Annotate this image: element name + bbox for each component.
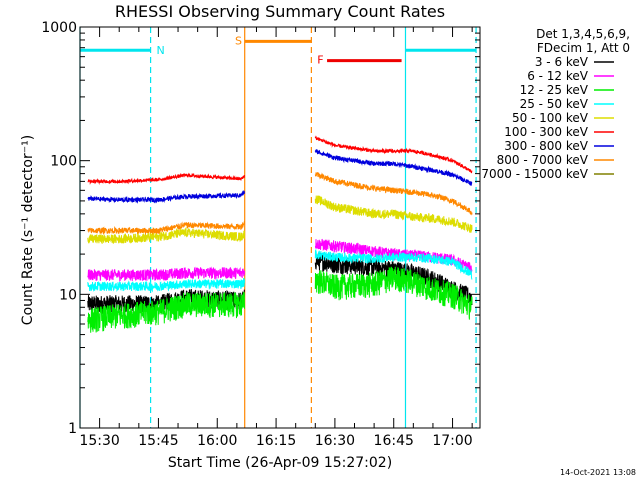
series-line-3-seg-1 <box>314 248 473 280</box>
legend-label-4: 50 - 100 keV <box>512 111 589 125</box>
legend-header-0: Det 1,3,4,5,6,9, <box>536 27 630 41</box>
series-line-5-seg-1 <box>314 135 473 174</box>
annotation-label-F: F <box>317 54 323 67</box>
legend-label-1: 6 - 12 keV <box>527 69 589 83</box>
legend-label-6: 300 - 800 keV <box>504 139 588 153</box>
annotation-label-N: N <box>157 44 165 57</box>
x-tick-label-0: 15:30 <box>79 433 119 449</box>
series-line-6-seg-1 <box>314 148 473 186</box>
x-axis-label: Start Time (26-Apr-09 15:27:02) <box>168 455 392 471</box>
legend-label-2: 12 - 25 keV <box>520 83 589 97</box>
axes: 1 10 100 1000 15:30 15:45 16:00 16:15 16:30 16:45… <box>41 20 481 449</box>
series-line-4-seg-0 <box>87 226 245 244</box>
legend-label-5: 100 - 300 keV <box>504 125 588 139</box>
series-line-2-seg-0 <box>87 291 245 333</box>
series-line-3-seg-0 <box>87 277 245 293</box>
footer-date: 14-Oct-2021 13:08 <box>560 468 636 477</box>
x-tick-label-5: 16:45 <box>374 433 414 449</box>
x-tick-label-6: 17:00 <box>432 433 472 449</box>
legend-label-8: 7000 - 15000 keV <box>481 167 588 181</box>
y-axis-label: Count Rate (s⁻¹ detector⁻¹) <box>20 135 36 325</box>
plot-area: N S F <box>79 27 477 428</box>
legend: Det 1,3,4,5,6,9,FDecim 1, Att 03 - 6 keV… <box>481 27 630 181</box>
annotation-label-S: S <box>235 34 242 47</box>
x-tick-label-4: 16:30 <box>315 433 355 449</box>
plot-frame <box>79 26 481 429</box>
x-tick-label-2: 16:00 <box>197 433 237 449</box>
legend-label-3: 25 - 50 keV <box>520 97 589 111</box>
legend-label-7: 800 - 7000 keV <box>497 153 589 167</box>
chart-title: RHESSI Observing Summary Count Rates <box>115 2 445 21</box>
legend-header-1: FDecim 1, Att 0 <box>537 41 630 55</box>
series-line-1-seg-0 <box>87 266 245 282</box>
series-line-0-seg-0 <box>87 289 245 314</box>
series-line-7-seg-0 <box>87 220 245 236</box>
y-tick-label-0: 1 <box>68 421 77 437</box>
x-tick-label-1: 15:45 <box>138 433 178 449</box>
series-line-6-seg-0 <box>87 189 245 204</box>
series-line-7-seg-1 <box>314 171 473 216</box>
y-tick-label-2: 100 <box>50 154 77 170</box>
series-line-4-seg-1 <box>314 195 473 233</box>
x-tick-label-3: 16:15 <box>256 433 296 449</box>
y-tick-label-3: 1000 <box>41 20 77 36</box>
legend-label-0: 3 - 6 keV <box>535 55 589 69</box>
series-line-5-seg-0 <box>87 172 245 185</box>
series-line-2-seg-1 <box>314 266 473 320</box>
y-tick-label-1: 10 <box>59 287 77 303</box>
